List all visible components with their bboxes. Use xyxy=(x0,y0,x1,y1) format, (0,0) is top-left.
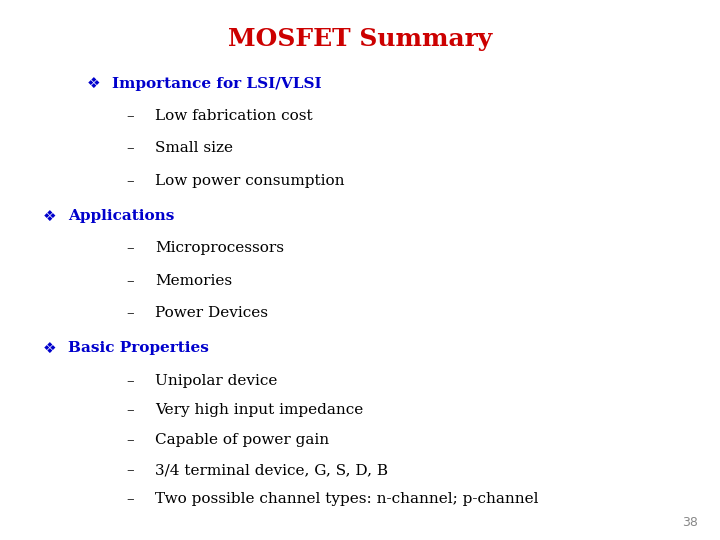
Text: –: – xyxy=(126,241,134,255)
Text: Memories: Memories xyxy=(155,274,232,288)
Text: –: – xyxy=(126,306,134,320)
Text: –: – xyxy=(126,109,134,123)
Text: Applications: Applications xyxy=(68,209,175,223)
Text: 38: 38 xyxy=(683,516,698,529)
Text: 3/4 terminal device, G, S, D, B: 3/4 terminal device, G, S, D, B xyxy=(155,463,388,477)
Text: –: – xyxy=(126,274,134,288)
Text: Capable of power gain: Capable of power gain xyxy=(155,433,329,447)
Text: Unipolar device: Unipolar device xyxy=(155,374,277,388)
Text: Power Devices: Power Devices xyxy=(155,306,268,320)
Text: –: – xyxy=(126,374,134,388)
Text: ❖: ❖ xyxy=(43,341,57,356)
Text: Low fabrication cost: Low fabrication cost xyxy=(155,109,312,123)
Text: –: – xyxy=(126,403,134,417)
Text: –: – xyxy=(126,174,134,188)
Text: Importance for LSI/VLSI: Importance for LSI/VLSI xyxy=(112,77,321,91)
Text: Small size: Small size xyxy=(155,141,233,156)
Text: Basic Properties: Basic Properties xyxy=(68,341,210,355)
Text: –: – xyxy=(126,492,134,507)
Text: ❖: ❖ xyxy=(43,208,57,224)
Text: –: – xyxy=(126,463,134,477)
Text: –: – xyxy=(126,433,134,447)
Text: ❖: ❖ xyxy=(86,76,100,91)
Text: Very high input impedance: Very high input impedance xyxy=(155,403,363,417)
Text: Microprocessors: Microprocessors xyxy=(155,241,284,255)
Text: –: – xyxy=(126,141,134,156)
Text: MOSFET Summary: MOSFET Summary xyxy=(228,27,492,51)
Text: Two possible channel types: n-channel; p-channel: Two possible channel types: n-channel; p… xyxy=(155,492,539,507)
Text: Low power consumption: Low power consumption xyxy=(155,174,344,188)
